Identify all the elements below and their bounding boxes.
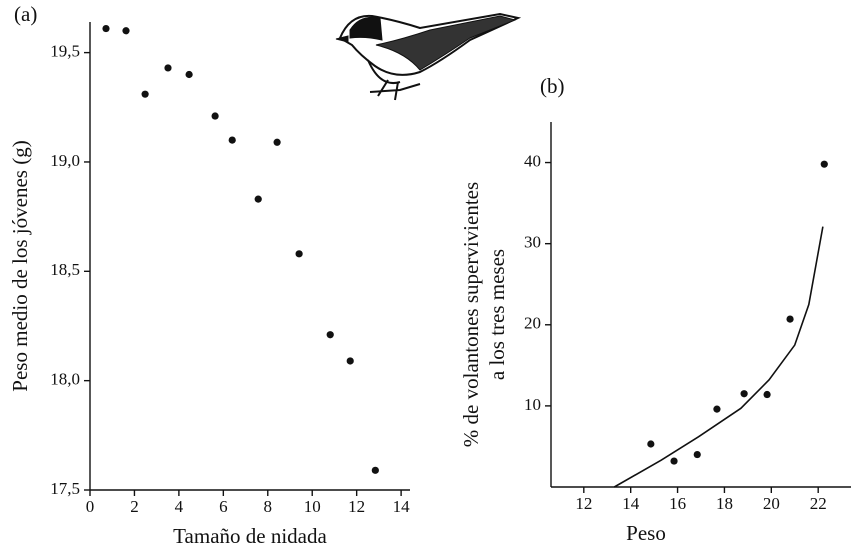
point: [122, 27, 130, 35]
point: [102, 24, 110, 33]
point: [763, 390, 771, 399]
point: [786, 315, 794, 323]
x-tick-label: 8: [264, 497, 273, 516]
x-tick-label: 12: [348, 497, 365, 516]
bird-illustration: [335, 12, 522, 101]
point: [693, 450, 701, 459]
y-tick-label: 18,5: [50, 260, 80, 279]
x-tick-label: 2: [130, 497, 139, 516]
y-tick-label: 19,5: [50, 42, 80, 61]
point: [346, 357, 354, 365]
point: [273, 138, 281, 146]
x-axis-label: Tamaño de nidada: [173, 524, 327, 548]
x-tick-label: 6: [219, 497, 228, 516]
point: [713, 405, 721, 413]
y-tick-label: 19,0: [50, 151, 80, 170]
x-tick-label: 10: [304, 497, 321, 516]
point: [164, 64, 172, 72]
point: [647, 440, 655, 448]
y-tick-label: 18,0: [50, 370, 80, 389]
x-tick-label: 14: [393, 497, 411, 516]
fit-curve: [613, 226, 824, 488]
point: [670, 457, 678, 465]
y-axis-label: Peso medio de los jóvenes (g): [8, 140, 32, 391]
x-tick-label: 0: [86, 497, 95, 516]
point: [211, 112, 219, 120]
x-tick-label: 18: [716, 494, 733, 513]
point: [141, 90, 149, 98]
y-axis-label: a los tres meses: [485, 249, 509, 380]
point: [185, 70, 193, 79]
point: [254, 195, 262, 203]
point: [740, 390, 748, 398]
x-axis-label: Peso: [626, 521, 666, 545]
panel-label: (b): [540, 74, 565, 98]
point: [228, 136, 236, 144]
x-tick-label: 4: [175, 497, 184, 516]
x-tick-label: 20: [763, 494, 780, 513]
point: [295, 250, 303, 258]
point: [371, 466, 379, 474]
y-tick-label: 40: [524, 151, 541, 170]
x-tick-label: 12: [575, 494, 592, 513]
y-axis-label: % de volantones supervivientes: [459, 182, 483, 447]
x-tick-label: 16: [669, 494, 686, 513]
x-tick-label: 22: [810, 494, 827, 513]
y-tick-label: 30: [524, 233, 541, 252]
point: [820, 160, 828, 168]
y-tick-label: 20: [524, 314, 541, 333]
y-tick-label: 17,5: [50, 479, 80, 498]
x-tick-label: 14: [622, 494, 640, 513]
panel-label: (a): [14, 2, 37, 26]
y-tick-label: 10: [524, 395, 541, 414]
point: [326, 331, 334, 339]
